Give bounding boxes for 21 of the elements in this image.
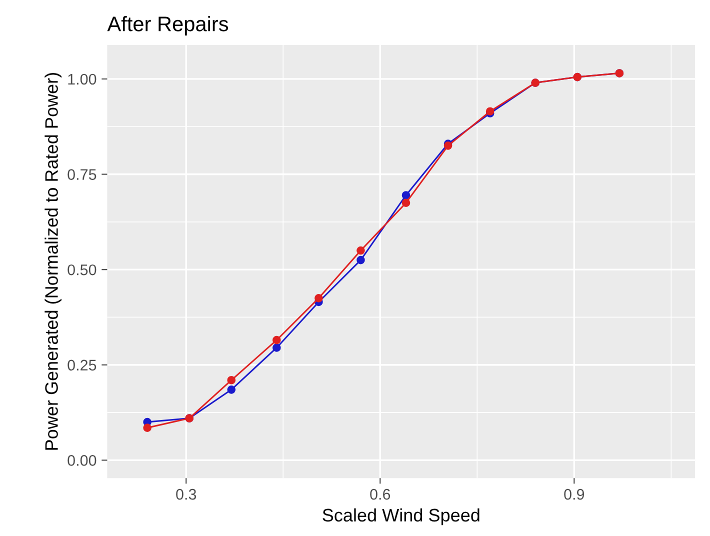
point bbox=[402, 191, 410, 200]
point bbox=[314, 294, 323, 302]
point bbox=[227, 385, 236, 394]
x-axis-title: Scaled Wind Speed bbox=[322, 508, 480, 526]
point bbox=[143, 424, 152, 432]
x-tick-label: 0.6 bbox=[370, 488, 390, 500]
chart-title: After Repairs bbox=[107, 16, 228, 36]
point bbox=[356, 256, 365, 264]
y-axis-title: Power Generated (Normalized to Rated Power) bbox=[44, 73, 62, 450]
point bbox=[272, 344, 281, 352]
point bbox=[356, 246, 365, 255]
y-tick-label: 1.00 bbox=[68, 74, 96, 85]
y-tick-label: 0.25 bbox=[68, 360, 96, 371]
point bbox=[402, 198, 410, 208]
y-tick-label: 0.00 bbox=[68, 455, 96, 466]
y-tick-label: 0.50 bbox=[68, 264, 96, 276]
y-tick-label: 0.75 bbox=[68, 169, 96, 180]
point bbox=[227, 376, 236, 384]
x-tick-label: 0.9 bbox=[564, 488, 584, 500]
x-tick-label: 0.3 bbox=[176, 488, 196, 500]
point bbox=[272, 336, 281, 344]
